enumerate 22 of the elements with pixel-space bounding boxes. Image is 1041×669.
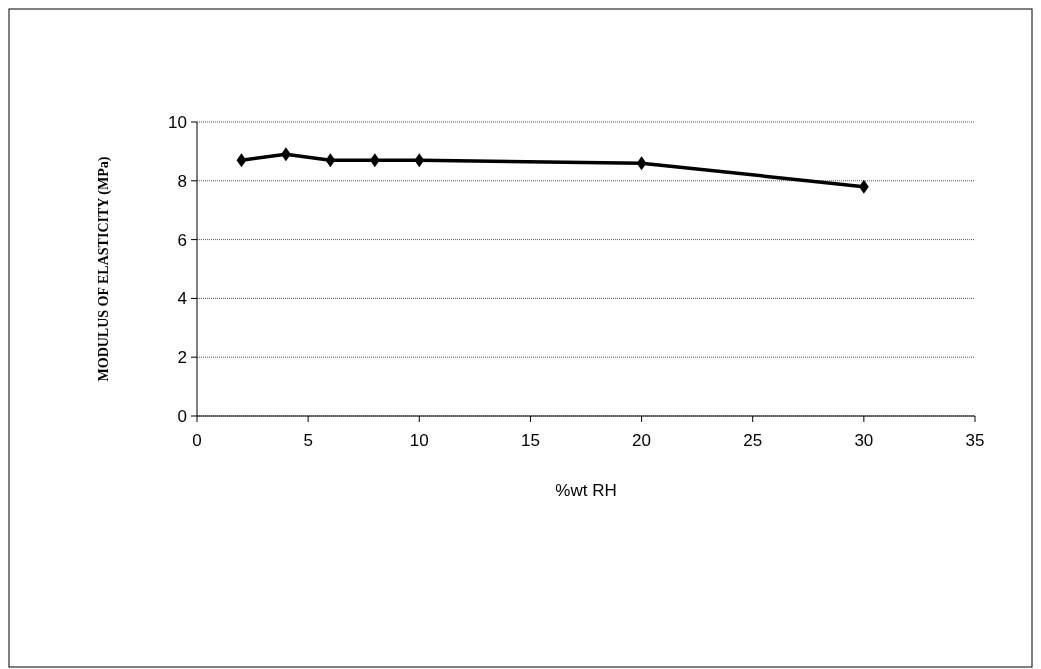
y-axis-title: MODULUS OF ELASTICITY (MPa): [96, 156, 112, 382]
x-tick-label: 20: [632, 431, 652, 450]
point: [636, 156, 647, 171]
x-tick-label: 0: [192, 431, 202, 450]
x-tick-label: 35: [965, 431, 985, 450]
x-tick-label: 10: [409, 431, 429, 450]
point: [369, 153, 380, 168]
y-tick-label: 4: [177, 289, 187, 309]
point: [414, 153, 425, 168]
y-tick-label: 10: [168, 113, 187, 132]
y-tick-label: 8: [177, 171, 187, 191]
point: [858, 179, 869, 194]
y-tick-label: 0: [177, 407, 187, 426]
y-tick-label: 6: [177, 230, 187, 250]
point: [236, 153, 247, 168]
x-tick-label: 30: [854, 431, 874, 450]
x-tick-label: 5: [303, 431, 313, 450]
x-tick-label: 25: [743, 431, 763, 450]
point: [325, 153, 336, 168]
y-tick-label: 2: [177, 348, 187, 368]
x-axis-title: %wt RH: [555, 481, 617, 500]
x-tick-label: 15: [520, 431, 540, 450]
